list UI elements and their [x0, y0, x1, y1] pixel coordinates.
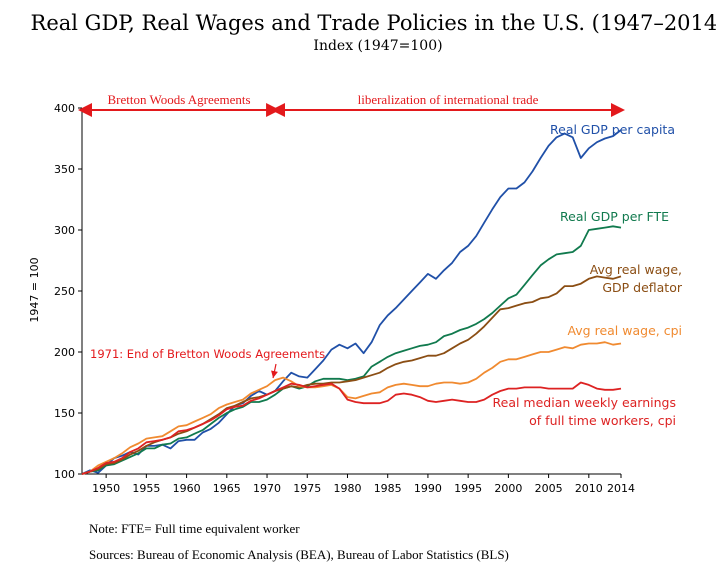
- x-tick-label: 1970: [253, 482, 281, 495]
- x-tick-label: 1950: [92, 482, 120, 495]
- y-tick-label: 250: [54, 285, 75, 298]
- chart-subtitle: Index (1947=100): [313, 38, 442, 54]
- era-label: Bretton Woods Agreements: [107, 92, 250, 107]
- y-tick-label: 400: [54, 102, 75, 115]
- x-tick-label: 2014: [607, 482, 635, 495]
- series-line: [81, 341, 622, 475]
- x-tick-label: 1965: [213, 482, 241, 495]
- series-label: Real GDP per FTE: [560, 209, 669, 224]
- y-axis-label: 1947 = 100: [28, 257, 41, 322]
- series-label: Real GDP per capita: [550, 122, 675, 137]
- x-tick-label: 1980: [333, 482, 361, 495]
- x-tick-label: 1975: [293, 482, 321, 495]
- x-tick-label: 2010: [575, 482, 603, 495]
- x-tick-label: 1985: [374, 482, 402, 495]
- x-tick-label: 1990: [414, 482, 442, 495]
- y-tick-label: 350: [54, 163, 75, 176]
- y-tick-label: 300: [54, 224, 75, 237]
- era-label: liberalization of international trade: [358, 92, 539, 107]
- x-tick-label: 2005: [535, 482, 563, 495]
- x-tick-label: 1960: [173, 482, 201, 495]
- x-tick-label: 1995: [454, 482, 482, 495]
- x-tick-label: 2000: [494, 482, 522, 495]
- series-label: Avg real wage,: [590, 262, 682, 277]
- series-line: [81, 129, 622, 475]
- series-label: of full time workers, cpi: [529, 413, 676, 428]
- annotation-arrowhead: [271, 370, 278, 379]
- series-label: GDP deflator: [602, 280, 683, 295]
- note-text: Note: FTE= Full time equivalent worker: [89, 521, 300, 536]
- y-tick-label: 200: [54, 346, 75, 359]
- y-tick-label: 100: [54, 468, 75, 481]
- annotation-text: 1971: End of Bretton Woods Agreements: [90, 347, 325, 361]
- series-label: Avg real wage, cpi: [567, 323, 682, 338]
- series-line: [81, 225, 622, 475]
- sources-text: Sources: Bureau of Economic Analysis (BE…: [89, 547, 509, 562]
- chart-title: Real GDP, Real Wages and Trade Policies …: [31, 11, 716, 35]
- series-label: Real median weekly earnings: [493, 395, 676, 410]
- series-line: [81, 381, 622, 475]
- x-tick-label: 1955: [132, 482, 160, 495]
- y-tick-label: 150: [54, 407, 75, 420]
